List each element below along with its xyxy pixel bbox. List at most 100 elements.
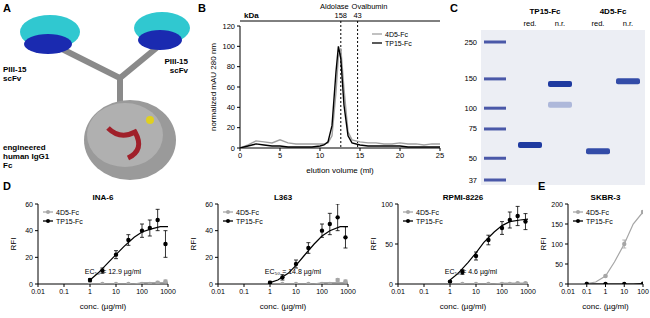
error-bar — [163, 280, 167, 283]
y-tick — [35, 257, 38, 258]
legend-marker — [226, 210, 230, 214]
error-bar — [156, 281, 160, 284]
y-tick-label: 100 — [381, 201, 393, 208]
data-point — [523, 219, 527, 223]
data-point — [343, 235, 347, 239]
x-tick — [476, 284, 477, 287]
error-bar — [148, 220, 152, 236]
error-bar — [156, 209, 160, 230]
data-point — [140, 282, 144, 284]
data-point — [343, 279, 347, 283]
x-tick — [142, 284, 143, 287]
x-tick-label: 1 — [88, 288, 92, 295]
x-axis-label: conc. (µg/ml) — [440, 302, 487, 311]
error-bar — [508, 212, 512, 228]
data-point — [114, 252, 118, 256]
lane-group-label: 4D5-Fc — [600, 7, 627, 16]
y-tick-label: 0 — [231, 144, 235, 153]
y-tick — [395, 244, 398, 245]
ladder-label: 37 — [469, 176, 477, 185]
x-tick — [90, 284, 91, 287]
x-tick-label: 1 — [268, 288, 272, 295]
x-tick — [624, 284, 625, 287]
data-point — [328, 282, 332, 284]
data-point — [603, 282, 607, 284]
data-point — [335, 278, 339, 282]
error-bar — [343, 227, 347, 248]
gel-band — [586, 148, 610, 154]
error-bar — [140, 224, 144, 237]
legend-marker — [46, 210, 50, 214]
y-tick-label: 0 — [29, 281, 33, 288]
data-point — [155, 280, 159, 284]
data-point — [268, 280, 272, 284]
error-bar — [336, 279, 340, 282]
lane-label: red. — [524, 19, 537, 28]
ladder-label: 250 — [464, 38, 477, 47]
x-tick-label: 0.1 — [419, 288, 429, 295]
y-tick-label: 0 — [209, 281, 213, 288]
x-tick-label: 1 — [448, 288, 452, 295]
data-point — [328, 222, 332, 226]
error-bar — [280, 275, 284, 280]
legend-marker — [226, 219, 230, 223]
data-point — [126, 238, 130, 242]
y-tick — [237, 127, 240, 128]
legend-marker — [46, 219, 50, 223]
x-tick-label: 20 — [396, 151, 404, 160]
data-point — [163, 279, 167, 283]
y-tick — [237, 107, 240, 108]
x-tick — [116, 284, 117, 287]
x-tick-label: 100 — [637, 288, 649, 295]
top-axis-label: kDa — [244, 11, 259, 20]
series-line — [240, 46, 440, 148]
legend-marker — [406, 219, 410, 223]
error-bar — [88, 279, 92, 282]
x-axis-label: conc. (µg/ml) — [80, 302, 127, 311]
x-tick — [605, 284, 606, 287]
lane-group-label: TP15-Fc — [529, 7, 561, 16]
x-tick-label: 1000 — [340, 288, 356, 295]
data-point — [474, 254, 478, 258]
x-tick — [38, 284, 39, 287]
data-point — [500, 282, 504, 284]
ladder-label: 150 — [464, 74, 477, 83]
lane-label: n.r. — [623, 19, 633, 28]
ladder-band — [484, 127, 506, 130]
legend-marker — [406, 210, 410, 214]
data-point — [474, 282, 478, 284]
error-bar — [474, 252, 478, 260]
x-tick — [296, 284, 297, 287]
y-axis — [218, 204, 219, 284]
ladder-label: 100 — [464, 104, 477, 113]
x-tick-label: 1000 — [160, 288, 176, 295]
ladder-label: 75 — [469, 124, 477, 133]
data-point — [280, 275, 284, 279]
x-tick-label: 15 — [356, 151, 364, 160]
reference-line — [340, 21, 341, 148]
error-bar — [268, 281, 272, 284]
error-bar — [486, 235, 490, 245]
x-tick-label: 1000 — [520, 288, 536, 295]
diagram-label: Fc — [3, 161, 13, 170]
y-tick — [565, 204, 568, 205]
error-bar — [343, 280, 347, 283]
x-axis-label: conc. (µg/ml) — [582, 302, 629, 311]
legend-label: TP15-Fc — [416, 218, 443, 225]
data-point — [320, 228, 324, 232]
gel-band — [518, 142, 542, 148]
diagram-label: human IgG1 — [3, 152, 50, 161]
fit-curve — [587, 283, 643, 284]
x-tick — [643, 284, 644, 287]
lane-label: n.r. — [555, 19, 565, 28]
panel-label: B — [198, 2, 206, 14]
y-axis-label: RFI — [369, 238, 378, 251]
figure: APIII-15scFvPIII-15scFvengineeredhuman I… — [0, 0, 650, 318]
data-point — [515, 214, 519, 218]
ec50-annotation: EC₅₀ = 4.6 µg/ml — [445, 268, 498, 276]
data-point — [148, 226, 152, 230]
x-tick-label: 0.01 — [211, 288, 225, 295]
data-point — [622, 282, 626, 284]
y-tick — [237, 87, 240, 88]
error-bar — [523, 214, 527, 230]
